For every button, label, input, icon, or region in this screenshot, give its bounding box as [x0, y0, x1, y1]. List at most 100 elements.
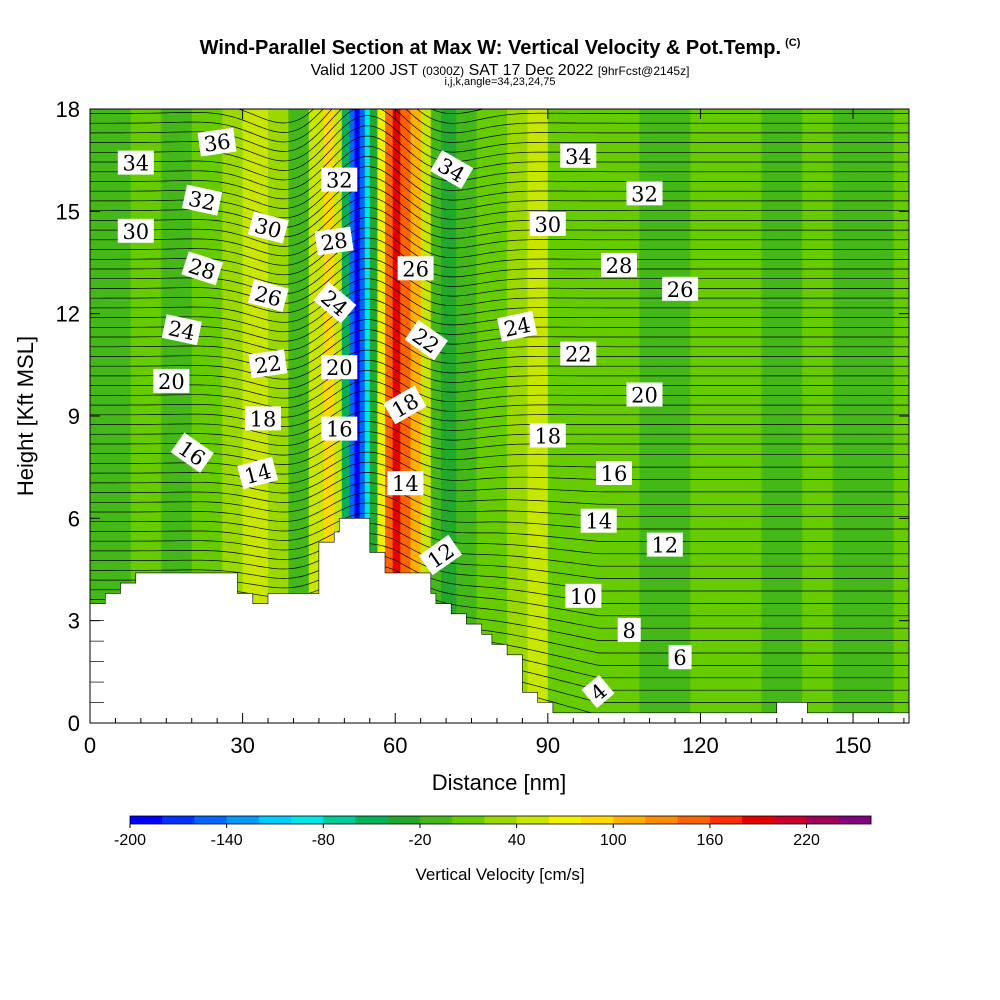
- isentrope-line: [90, 125, 909, 181]
- colorbar-tick-label: 160: [697, 832, 724, 849]
- isentrope-label-text: 18: [534, 425, 561, 449]
- isentrope-label-bg: [197, 127, 237, 157]
- isentrope-line: [90, 135, 909, 190]
- isentrope-line: [90, 227, 909, 276]
- isentrope-label-bg: [662, 276, 699, 301]
- isentrope-label-bg: [321, 167, 358, 192]
- colorbar-swatch: [258, 816, 292, 824]
- isentrope-label: 22: [560, 341, 597, 367]
- isentrope-line: [90, 237, 909, 285]
- velocity-band: [456, 109, 478, 723]
- velocity-band: [690, 109, 732, 723]
- isentrope-label-text: 16: [601, 462, 628, 486]
- isentrope-label: 34: [117, 150, 154, 176]
- isentrope-line: [90, 115, 909, 171]
- isentrope-label-text: 28: [606, 254, 633, 278]
- isentrope-label-text: 34: [565, 145, 592, 169]
- velocity-band: [288, 109, 310, 723]
- terrain-profile: [90, 518, 909, 723]
- isentrope-label-bg: [321, 355, 358, 380]
- isentrope-line: [90, 512, 909, 555]
- isentrope-label-bg: [668, 645, 692, 670]
- isentrope-label-text: 8: [623, 619, 636, 643]
- velocity-band: [341, 109, 351, 723]
- isentrope-label: 24: [161, 314, 202, 346]
- colorbar-swatch: [548, 816, 582, 824]
- isentrope-label-text: 36: [202, 129, 232, 156]
- isentrope-line: [90, 543, 909, 592]
- isentrope-label-text: 18: [250, 407, 277, 431]
- velocity-band: [385, 109, 394, 723]
- colorbar-swatch: [581, 816, 614, 824]
- colorbar-swatch: [806, 816, 840, 824]
- colorbar-tick-label: 100: [600, 832, 627, 849]
- isentrope-label-text: 34: [122, 152, 149, 176]
- velocity-band: [430, 109, 442, 723]
- isentrope-label-bg: [601, 252, 637, 277]
- isentrope-line: [90, 349, 909, 390]
- isentrope-line: [90, 257, 909, 304]
- isentrope-line: [90, 176, 909, 228]
- isentrope-label-bg: [247, 211, 289, 244]
- isentrope-label-text: 24: [166, 316, 197, 345]
- isentrope-label: 36: [197, 127, 237, 157]
- isentrope-label-text: 26: [667, 278, 694, 302]
- isentrope-label-bg: [580, 508, 617, 533]
- colorbar-swatch: [291, 816, 324, 824]
- isentrope-line: [90, 268, 909, 314]
- isentrope-label: 16: [170, 432, 214, 473]
- isentrope-label: 22: [248, 349, 288, 379]
- isentrope-label-text: 22: [565, 343, 592, 367]
- isentrope-line: [90, 156, 909, 209]
- isentrope-label-text: 22: [253, 351, 283, 378]
- colorbar-swatch: [130, 816, 163, 824]
- velocity-band: [761, 109, 803, 723]
- isentrope-label-bg: [321, 416, 358, 441]
- isentrope-label-bg: [181, 251, 224, 286]
- colorbar-swatch: [838, 816, 872, 824]
- isentrope-label-bg: [161, 314, 202, 346]
- isentrope-label-text: 10: [570, 585, 597, 609]
- isentrope-label-bg: [581, 674, 615, 709]
- isentrope-label-bg: [430, 150, 474, 189]
- isentrope-label: 20: [321, 355, 358, 380]
- isentrope-label-text: 26: [402, 257, 429, 281]
- isentrope-label-text: 24: [502, 313, 533, 342]
- colorbar-swatch: [645, 816, 679, 824]
- isentrope-label: 16: [596, 461, 632, 486]
- isentrope-line: [90, 196, 909, 247]
- x-tick-label: 60: [383, 733, 407, 758]
- isentrope-label-bg: [314, 226, 354, 256]
- velocity-band: [359, 109, 366, 723]
- velocity-band: [222, 109, 244, 723]
- velocity-band: [349, 109, 356, 723]
- colorbar-swatch: [709, 816, 743, 824]
- isentrope-label-bg: [646, 532, 683, 557]
- isentrope-label: 20: [626, 382, 663, 408]
- colorbar-swatch: [387, 816, 421, 824]
- y-tick-label: 3: [68, 609, 80, 634]
- isentrope-label-text: 32: [326, 169, 353, 193]
- velocity-band: [369, 109, 379, 723]
- isentrope-line: [90, 145, 909, 200]
- colorbar-tick-label: 220: [793, 832, 820, 849]
- isentrope-label-text: 6: [673, 646, 686, 670]
- isentrope-line: [90, 207, 909, 257]
- isentrope-label-bg: [245, 406, 281, 431]
- colorbar-swatch: [419, 816, 453, 824]
- isentrope-label-bg: [404, 320, 448, 361]
- x-tick-label: 120: [682, 733, 719, 758]
- x-tick-label: 150: [835, 733, 872, 758]
- velocity-band: [802, 109, 834, 723]
- isentrope-line: [90, 400, 909, 437]
- velocity-band: [441, 109, 457, 723]
- isentrope-label: 26: [662, 276, 699, 302]
- isentrope-label-bg: [237, 456, 279, 490]
- valid-time-line: Valid 1200 JST (0300Z) SAT 17 Dec 2022 […: [310, 62, 690, 79]
- isentrope-label-bg: [313, 281, 357, 324]
- y-axis-title: Height [Kft MSL]: [13, 336, 38, 496]
- isentrope-label-text: 16: [326, 418, 353, 442]
- velocity-band: [639, 109, 691, 723]
- isentrope-label-text: 12: [651, 534, 678, 558]
